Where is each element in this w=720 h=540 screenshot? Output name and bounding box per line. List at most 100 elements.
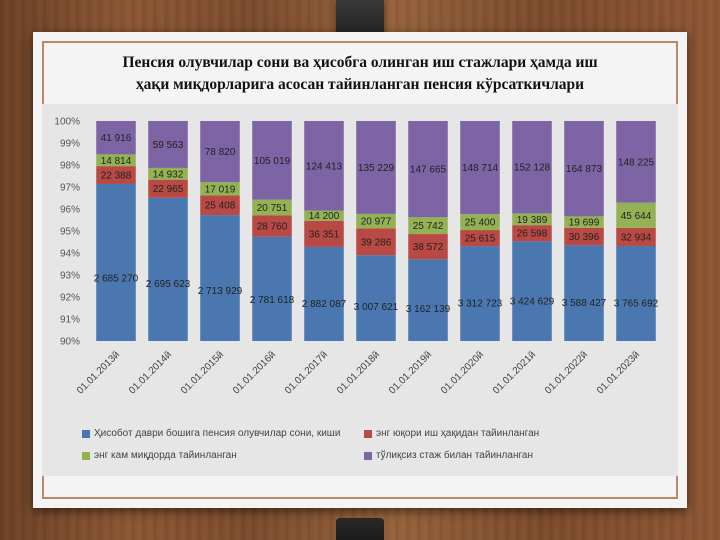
legend-label: энг кам миқдорда тайинланган xyxy=(94,450,237,461)
data-label: 3 765 692 xyxy=(614,298,659,309)
bar-segment-pensioners xyxy=(616,245,656,341)
data-label: 124 413 xyxy=(306,161,343,172)
bar-segment-highest-wage xyxy=(564,227,604,246)
data-label: 78 820 xyxy=(205,147,236,158)
data-label: 2 781 618 xyxy=(250,295,295,306)
data-label: 14 814 xyxy=(101,156,132,167)
bar-segment-incomplete-tenure xyxy=(460,121,500,215)
bar-segment-pensioners xyxy=(512,241,552,341)
data-label: 19 389 xyxy=(517,215,548,226)
data-label: 2 713 929 xyxy=(198,286,243,297)
legend-label: тўлиқсиз стаж билан тайинланган xyxy=(376,450,533,461)
bar-segment-pensioners xyxy=(148,197,188,341)
data-label: 32 934 xyxy=(621,232,652,243)
bar-segment-pensioners xyxy=(460,246,500,341)
legend-swatch-green xyxy=(82,451,90,460)
data-label: 22 965 xyxy=(153,184,184,195)
bar-segment-pensioners xyxy=(96,183,136,341)
data-label: 22 388 xyxy=(101,171,132,182)
y-tick-label: 95% xyxy=(60,227,80,238)
bar-segment-incomplete-tenure xyxy=(252,121,292,200)
bar-segment-pensioners xyxy=(252,236,292,341)
title-line-2: ҳақи миқдорларига асосан тайинланган пен… xyxy=(135,76,585,93)
data-label: 45 644 xyxy=(621,211,652,222)
legend-item-highest-wage: энг юқори иш ҳақидан тайинланган xyxy=(364,428,539,439)
bar-segment-highest-wage xyxy=(460,230,500,247)
bar-segment-minimum xyxy=(96,154,136,167)
bar-segment-highest-wage xyxy=(252,215,292,237)
data-label: 25 615 xyxy=(465,234,496,245)
data-label: 17 019 xyxy=(205,184,236,195)
bar-segment-minimum xyxy=(408,217,448,235)
data-label: 105 019 xyxy=(254,156,291,167)
data-label: 41 916 xyxy=(101,133,132,144)
data-label: 39 286 xyxy=(361,237,392,248)
data-label: 38 572 xyxy=(413,242,444,253)
bar-segment-incomplete-tenure xyxy=(512,121,552,214)
data-label: 20 977 xyxy=(361,217,392,228)
bar-segment-highest-wage xyxy=(200,195,240,216)
bar-segment-highest-wage xyxy=(616,227,656,246)
bar-segment-highest-wage xyxy=(148,179,188,198)
bar-segment-incomplete-tenure xyxy=(616,121,656,203)
y-tick-label: 99% xyxy=(60,139,80,150)
bar-segment-highest-wage xyxy=(356,228,396,256)
bar-segment-highest-wage xyxy=(408,234,448,260)
bar-segment-highest-wage xyxy=(96,166,136,184)
bar-segment-incomplete-tenure xyxy=(200,121,240,183)
data-label: 148 225 xyxy=(618,157,655,168)
data-label: 26 598 xyxy=(517,229,548,240)
bar-segment-pensioners xyxy=(564,245,604,341)
data-label: 3 424 629 xyxy=(510,297,555,308)
legend-label: энг юқори иш ҳақидан тайинланган xyxy=(376,428,540,439)
bar-segment-highest-wage xyxy=(512,225,552,242)
bar-segment-pensioners xyxy=(200,215,240,341)
y-tick-label: 98% xyxy=(60,161,80,172)
clipboard-clip-bottom xyxy=(336,518,384,540)
y-tick-label: 92% xyxy=(60,293,80,304)
data-label: 152 128 xyxy=(514,163,551,174)
data-label: 36 351 xyxy=(309,229,340,240)
legend-item-incomplete-tenure: тўлиқсиз стаж билан тайинланган xyxy=(364,450,533,461)
y-tick-label: 93% xyxy=(60,271,80,282)
bar-segment-incomplete-tenure xyxy=(304,121,344,211)
bar-segment-minimum xyxy=(304,210,344,221)
bar-segment-incomplete-tenure xyxy=(408,121,448,218)
data-label: 2 695 623 xyxy=(146,279,191,290)
y-tick-label: 96% xyxy=(60,205,80,216)
bar-segment-minimum xyxy=(460,214,500,231)
bar-segment-minimum xyxy=(512,213,552,226)
data-label: 19 699 xyxy=(569,218,600,229)
y-tick-label: 97% xyxy=(60,183,80,194)
legend-label: Ҳисобот даври бошига пенсия олувчилар со… xyxy=(94,428,341,439)
slide-title: Пенсия олувчилар сони ва ҳисобга олинган… xyxy=(20,52,700,96)
data-label: 3 588 427 xyxy=(562,298,607,309)
data-label: 25 400 xyxy=(465,218,496,229)
bar-segment-incomplete-tenure xyxy=(356,121,396,214)
data-label: 14 932 xyxy=(153,169,184,180)
data-label: 2 685 270 xyxy=(94,274,139,285)
y-tick-label: 94% xyxy=(60,249,80,260)
data-label: 3 162 139 xyxy=(406,304,451,315)
bar-segment-minimum xyxy=(252,199,292,216)
bar-segment-pensioners xyxy=(356,255,396,341)
bar-segment-highest-wage xyxy=(304,220,344,247)
data-label: 164 873 xyxy=(566,164,603,175)
data-label: 20 751 xyxy=(257,203,288,214)
bar-segment-pensioners xyxy=(304,246,344,341)
data-label: 135 229 xyxy=(358,163,395,174)
bar-segment-minimum xyxy=(148,167,188,180)
y-tick-label: 90% xyxy=(60,337,80,348)
y-tick-label: 91% xyxy=(60,315,80,326)
y-tick-label: 100% xyxy=(54,117,80,128)
data-label: 25 408 xyxy=(205,201,236,212)
data-label: 2 882 087 xyxy=(302,299,347,310)
data-label: 28 760 xyxy=(257,222,288,233)
title-line-1: Пенсия олувчилар сони ва ҳисобга олинган… xyxy=(122,54,598,71)
legend-swatch-purple xyxy=(364,451,372,460)
bar-segment-minimum xyxy=(564,216,604,228)
data-label: 14 200 xyxy=(309,211,340,222)
bar-segment-minimum xyxy=(200,182,240,196)
data-label: 148 714 xyxy=(462,163,499,174)
data-label: 30 396 xyxy=(569,232,600,243)
